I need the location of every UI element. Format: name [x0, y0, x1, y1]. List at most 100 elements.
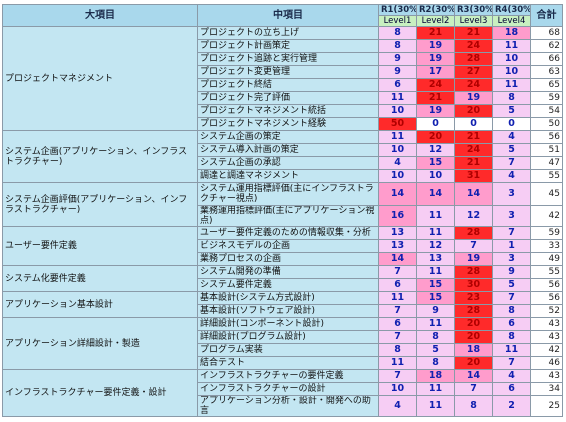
level-score: 10: [416, 169, 455, 183]
level-score: 5: [492, 143, 531, 157]
middle-item: 詳細設計(コンポーネント設計): [197, 317, 379, 331]
level-score: 11: [416, 317, 455, 331]
total-score: 43: [530, 369, 563, 383]
level-score: 6: [492, 317, 531, 331]
major-header: 大項目: [2, 4, 198, 27]
total-score: 55: [530, 169, 563, 183]
level-score: 2: [492, 395, 531, 417]
data-row: プロジェクトマネジメント経験 50 0 0 0 50: [3, 117, 563, 131]
middle-item: 業務プロセスの企画: [197, 252, 379, 266]
level-score: 6: [378, 278, 417, 292]
level-score: 9: [492, 265, 531, 279]
round-header: R1(30%): [378, 4, 417, 16]
level-score: 11: [378, 91, 417, 105]
level-score: 8: [378, 343, 417, 357]
level-score: 18: [492, 26, 531, 40]
level-score: 15: [416, 278, 455, 292]
middle-header: 中項目: [197, 4, 379, 27]
total-score: 47: [530, 156, 563, 170]
data-row: アプリケーション基本設計 基本設計(システム方式設計) 11 15 23 7 56: [2, 291, 563, 318]
data-row: システム化要件定義 システム開発の準備 7 11 28 9 55: [2, 265, 563, 292]
major-item: システム企画評価(アプリケーション、インフラストラクチャー): [2, 182, 198, 227]
data-row: 基本設計(ソフトウェア設計) 7 9 28 8 52: [3, 304, 563, 318]
level-score: 7: [492, 356, 531, 370]
middle-item: システム要件定義: [197, 278, 379, 292]
level-score: 21: [416, 26, 455, 40]
level-score: 20: [416, 130, 455, 144]
level-score: 0: [492, 117, 531, 131]
level-score: 28: [454, 52, 493, 66]
level-score: 3: [492, 182, 531, 206]
middle-item: プロジェクトマネジメント経験: [197, 117, 379, 131]
data-row: プロジェクト計画策定 8 19 24 11 62: [3, 39, 563, 53]
level-score: 10: [378, 382, 417, 396]
total-score: 43: [530, 317, 563, 331]
level-header: Level3: [454, 15, 493, 27]
total-score: 42: [530, 343, 563, 357]
major-item: インフラストラクチャー要件定義・設計: [2, 369, 198, 417]
total-score: 66: [530, 52, 563, 66]
level-score: 4: [492, 130, 531, 144]
level-score: 21: [416, 91, 455, 105]
middle-item: プロジェクト完了評価: [197, 91, 379, 105]
total-score: 59: [530, 226, 563, 240]
total-score: 65: [530, 78, 563, 92]
data-row: プロジェクトマネジメント プロジェクトの立ち上げ 8 21 21 18 68: [2, 26, 563, 131]
level-score: 14: [378, 252, 417, 266]
level-score: 9: [416, 304, 455, 318]
total-score: 50: [530, 117, 563, 131]
data-row: プロジェクト終結 6 24 24 11 65: [3, 78, 563, 92]
total-score: 49: [530, 252, 563, 266]
data-row: システム導入計画の策定 10 12 24 5 51: [3, 143, 563, 157]
level-score: 9: [378, 65, 417, 79]
level-score: 8: [492, 91, 531, 105]
middle-item: ビジネスモデルの企画: [197, 239, 379, 253]
level-score: 1: [492, 239, 531, 253]
level-score: 7: [378, 265, 417, 279]
level-score: 8: [492, 330, 531, 344]
level-score: 5: [492, 278, 531, 292]
data-row: インフラストラクチャーの設計 10 11 7 6 34: [3, 382, 563, 396]
skill-table: 大項目中項目R1(30%)R2(30%)R3(30%)R4(30%)合計Leve…: [2, 4, 563, 417]
level-score: 30: [454, 278, 493, 292]
level-score: 21: [454, 156, 493, 170]
data-row: 結合テスト 11 8 20 7 46: [3, 356, 563, 370]
level-score: 10: [378, 104, 417, 118]
middle-item: 基本設計(ソフトウェア設計): [197, 304, 379, 318]
level-score: 4: [492, 169, 531, 183]
level-score: 11: [416, 205, 455, 227]
total-score: 33: [530, 239, 563, 253]
total-score: 56: [530, 278, 563, 292]
level-score: 28: [454, 226, 493, 240]
middle-item: システム運用指標評価(主にインフラストラクチャー視点): [197, 182, 379, 206]
level-score: 5: [492, 104, 531, 118]
level-score: 0: [416, 117, 455, 131]
middle-item: プロジェクトマネジメント統括: [197, 104, 379, 118]
middle-item: ユーザー要件定義のための情報収集・分析: [197, 226, 379, 240]
level-score: 4: [378, 395, 417, 417]
middle-item: システム導入計画の策定: [197, 143, 379, 157]
level-score: 7: [492, 291, 531, 305]
data-row: アプリケーション詳細設計・製造 詳細設計(コンポーネント設計) 6 11 20 6 43: [2, 317, 563, 370]
major-item: ユーザー要件定義: [2, 226, 198, 266]
data-row: システム企画の承認 4 15 21 7 47: [3, 156, 563, 170]
major-item: プロジェクトマネジメント: [2, 26, 198, 131]
middle-item: 結合テスト: [197, 356, 379, 370]
level-score: 13: [378, 226, 417, 240]
level-score: 14: [454, 182, 493, 206]
middle-item: プロジェクト追跡と実行管理: [197, 52, 379, 66]
level-score: 21: [454, 26, 493, 40]
level-score: 19: [416, 104, 455, 118]
level-score: 18: [454, 343, 493, 357]
total-score: 51: [530, 143, 563, 157]
level-score: 11: [378, 356, 417, 370]
major-item: アプリケーション詳細設計・製造: [2, 317, 198, 370]
total-score: 62: [530, 39, 563, 53]
level-score: 8: [378, 26, 417, 40]
level-score: 19: [416, 52, 455, 66]
level-score: 11: [416, 226, 455, 240]
level-score: 0: [454, 117, 493, 131]
total-score: 68: [530, 26, 563, 40]
